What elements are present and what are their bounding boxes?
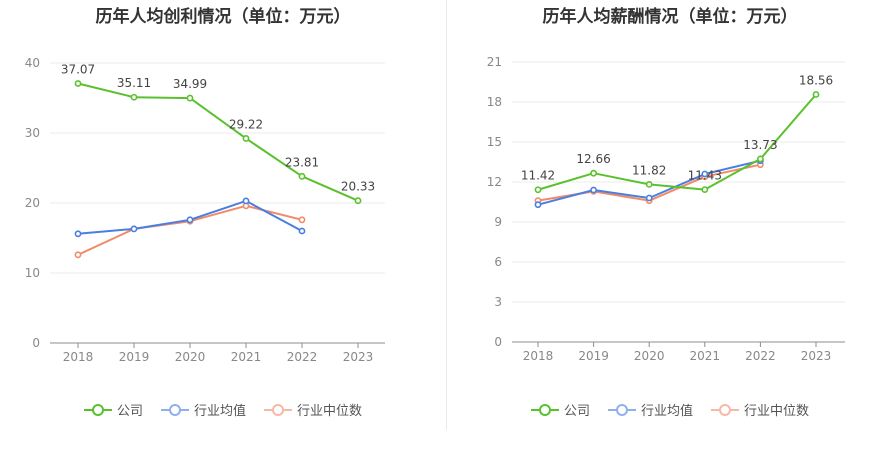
data-label: 23.81 [285,155,319,169]
data-point-company [812,91,820,98]
data-label: 29.22 [229,117,263,131]
chart-legend: 公司 行业均值 行业中位数 [447,400,893,419]
y-tick-label: 6 [494,255,502,269]
chart-title: 历年人均薪酬情况（单位：万元） [542,7,798,27]
legend-line-icon [160,403,189,416]
legend-label: 公司 [563,404,590,419]
y-tick-label: 21 [487,55,502,69]
legend-label: 公司 [116,404,143,419]
x-tick-label: 2023 [801,349,832,363]
chart-panel-salary: 历年人均薪酬情况（单位：万元） 0 3 6 9 12 15 18 21 2018 2019 2020… [447,0,893,458]
x-tick-label: 2020 [634,349,665,363]
x-tick-label: 2023 [343,350,374,364]
legend-line-icon [264,403,292,416]
legend-line-icon [530,403,559,416]
legend-line-icon [83,403,112,416]
x-tick-label: 2022 [287,350,318,364]
profit-line-chart: 0 10 20 30 40 2018 2019 2020 2021 2022 2023 37.07 35… [25,56,385,364]
legend-item-industry-avg[interactable]: 行业均值 [607,400,693,419]
data-point-industry_avg [534,201,542,209]
x-tick-label: 2021 [231,350,262,364]
chart-legend: 公司 行业均值 行业中位数 [0,400,446,419]
legend-label: 行业均值 [640,404,693,419]
data-point-industry_avg [242,197,250,205]
data-point-industry_avg [298,227,306,235]
chart-panel-profit: 历年人均创利情况（单位：万元） 0 10 20 30 40 2018 2019 2020 202… [0,0,446,458]
salary-line-chart: 0 3 6 9 12 15 18 21 2018 2019 2020 2021 2022 2023 11.4… [487,55,845,363]
x-tick-label: 2022 [745,349,776,363]
data-label: 11.43 [688,169,722,183]
y-tick-label: 40 [25,56,40,70]
y-tick-label: 30 [25,126,40,140]
data-point-industry_avg [130,225,138,233]
data-label: 37.07 [61,63,95,77]
data-label: 18.56 [799,74,833,88]
x-tick-label: 2021 [690,349,721,363]
data-point-industry_avg [186,216,194,224]
data-point-company [74,80,82,87]
data-point-company [701,186,709,193]
data-point-company [756,155,764,163]
legend-label: 行业均值 [193,404,246,419]
data-label: 11.82 [632,163,666,177]
y-tick-label: 20 [25,196,40,210]
legend-label: 行业中位数 [744,404,810,419]
data-point-industry_avg [590,186,597,194]
legend-item-company[interactable]: 公司 [530,400,590,419]
legend-item-industry-median[interactable]: 行业中位数 [711,400,809,419]
legend-line-icon [711,403,739,416]
data-point-industry_avg [701,170,709,178]
x-tick-label: 2018 [523,349,554,363]
y-tick-label: 15 [487,135,502,149]
data-point-company [590,169,597,177]
x-tick-label: 2019 [119,350,150,364]
data-label: 34.99 [173,77,207,91]
y-tick-label: 3 [494,295,502,309]
data-point-company [242,135,250,142]
data-label: 12.66 [576,152,610,166]
data-point-industry_avg [645,194,653,202]
chart-title: 历年人均创利情况（单位：万元） [95,7,351,27]
legend-item-industry-avg[interactable]: 行业均值 [160,400,246,419]
panel-divider [446,0,447,430]
x-tick-label: 2020 [175,350,206,364]
data-point-company [186,94,194,102]
data-label: 13.73 [743,138,777,152]
y-tick-label: 0 [494,335,502,349]
data-point-company [130,93,138,101]
series-line-company [537,93,817,191]
legend-label: 行业中位数 [297,404,363,419]
data-point-company [354,197,362,205]
data-point-company [298,172,306,180]
data-label: 35.11 [117,76,151,90]
y-tick-label: 12 [487,175,502,189]
legend-item-company[interactable]: 公司 [83,400,143,419]
y-tick-label: 0 [32,336,40,350]
y-tick-label: 10 [25,266,40,280]
data-point-company [645,180,653,188]
legend-line-icon [607,403,636,416]
data-point-industry_median [298,216,306,224]
data-point-company [534,186,542,194]
y-tick-label: 9 [494,215,502,229]
x-tick-label: 2019 [578,349,609,363]
x-tick-label: 2018 [63,350,94,364]
data-label: 20.33 [341,180,375,194]
y-tick-label: 18 [487,95,502,109]
legend-item-industry-median[interactable]: 行业中位数 [264,400,362,419]
data-label: 11.42 [521,169,555,183]
data-point-industry_avg [74,230,82,238]
series-line-company [77,82,359,202]
data-point-industry_median [74,251,82,259]
